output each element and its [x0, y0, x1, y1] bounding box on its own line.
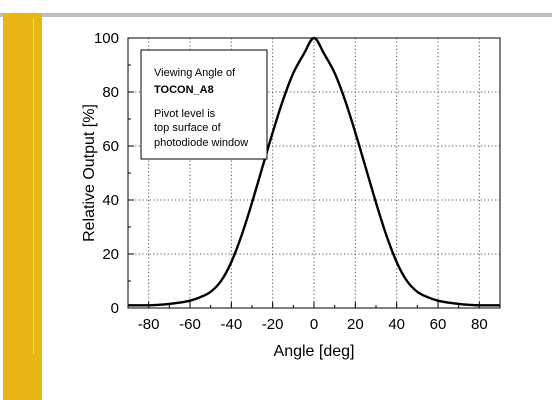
x-tick-label: -20 — [262, 316, 284, 333]
y-tick-label: 60 — [102, 138, 119, 155]
x-tick-label: 60 — [430, 316, 447, 333]
x-axis-title: Angle [deg] — [274, 343, 355, 360]
x-tick-label: 80 — [471, 316, 488, 333]
annotation-line-2: TOCON_A8 — [154, 84, 214, 96]
series-line — [128, 36, 500, 307]
x-tick-label: -80 — [138, 316, 160, 333]
axis-ticks — [127, 37, 501, 309]
annotation-frame — [140, 49, 268, 160]
side-accent-bar — [3, 13, 42, 400]
annotation-line-4: Pivot level is — [154, 108, 216, 120]
top-rule — [0, 13, 552, 17]
side-bar-line — [33, 19, 34, 354]
annotation-line-6: photodiode window — [154, 137, 248, 149]
annotation-line-1: Viewing Angle of — [154, 67, 236, 79]
x-tick-label: -60 — [179, 316, 201, 333]
annotation-line-5: top surface of — [154, 122, 222, 134]
y-tick-label: 40 — [102, 192, 119, 209]
y-axis-title: Relative Output [%] — [81, 104, 98, 242]
x-tick-label: -40 — [220, 316, 242, 333]
y-tick-label: 100 — [94, 30, 119, 47]
x-tick-label: 0 — [310, 316, 318, 333]
x-tick-label: 40 — [388, 316, 405, 333]
x-tick-label: 20 — [347, 316, 364, 333]
tick-labels: -80 -60 -40 -20 0 20 40 60 80 0 20 40 60 80 100 — [94, 30, 488, 333]
y-tick-label: 20 — [102, 246, 119, 263]
annotation-box: Viewing Angle of TOCON_A8 Pivot level is… — [140, 49, 268, 160]
y-tick-label: 80 — [102, 84, 119, 101]
top-band — [0, 0, 552, 13]
y-tick-label: 0 — [111, 300, 119, 317]
